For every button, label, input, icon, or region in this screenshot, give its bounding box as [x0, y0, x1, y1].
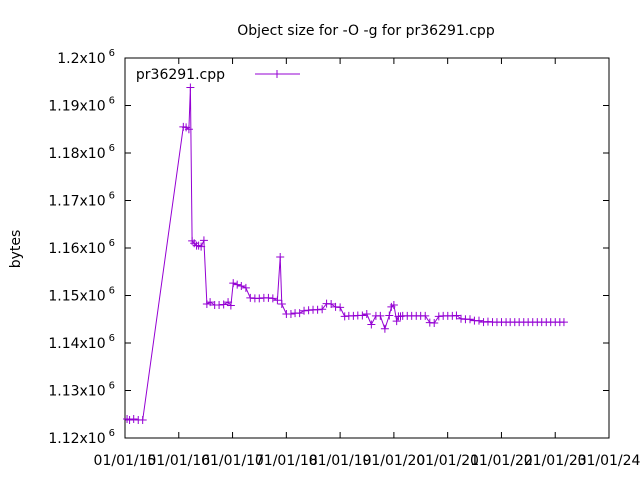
series-line — [126, 87, 564, 421]
y-tick-label: 1.14x10 6 — [48, 333, 115, 352]
y-tick-label: 1.18x10 6 — [48, 143, 115, 162]
y-tick-label: 1.15x10 6 — [48, 286, 115, 305]
data-point — [358, 311, 367, 320]
x-tick-label: 01/01/24 — [578, 453, 640, 469]
data-point — [276, 253, 285, 262]
data-point — [202, 300, 211, 309]
data-point — [392, 317, 401, 326]
data-point — [241, 283, 250, 292]
data-point — [367, 320, 376, 329]
data-point — [327, 300, 336, 309]
data-point — [129, 415, 138, 423]
x-tick-label: 01/01/20 — [362, 453, 425, 469]
x-tick-label: 01/01/18 — [255, 453, 318, 469]
data-point — [389, 301, 398, 309]
y-tick-label: 1.13x10 6 — [48, 381, 115, 400]
data-point — [295, 309, 304, 318]
legend-marker — [273, 70, 281, 78]
y-tick-label: 1.16x10 6 — [48, 238, 115, 257]
x-tick-label: 01/01/21 — [416, 453, 479, 469]
data-point — [186, 83, 195, 92]
legend-sample-line — [255, 70, 300, 78]
data-point — [125, 415, 134, 424]
x-tick-label: 01/01/19 — [309, 453, 372, 469]
data-point — [362, 310, 371, 319]
data-point — [206, 298, 215, 307]
legend-entry-label: pr36291.cpp — [136, 67, 225, 83]
data-point — [559, 318, 568, 327]
legend: pr36291.cpp — [136, 67, 300, 83]
data-point — [199, 236, 208, 245]
x-tick-label: 01/01/15 — [94, 453, 157, 469]
y-axis-label: bytes — [8, 230, 24, 269]
data-point — [277, 300, 286, 309]
plot-frame — [124, 57, 610, 439]
data-point — [197, 242, 206, 251]
data-point — [474, 316, 483, 325]
data-point — [421, 311, 430, 320]
y-tick-label: 1.19x10 6 — [48, 96, 115, 115]
data-point — [465, 315, 474, 324]
data-point — [452, 311, 461, 320]
series-layer — [123, 83, 568, 424]
x-tick-label: 01/01/22 — [470, 453, 533, 469]
y-tick-label: 1.2x10 6 — [57, 48, 115, 67]
data-point — [237, 282, 246, 290]
x-tick-label: 01/01/17 — [201, 453, 264, 469]
data-point — [336, 303, 345, 312]
x-axis-ticks: 01/01/1501/01/1601/01/1701/01/1801/01/19… — [94, 58, 640, 469]
data-point — [318, 305, 327, 314]
data-point — [376, 311, 385, 320]
y-tick-label: 1.17x10 6 — [48, 191, 115, 210]
x-tick-label: 01/01/16 — [147, 453, 210, 469]
data-point — [286, 310, 295, 319]
data-point — [219, 300, 228, 309]
x-tick-label: 01/01/23 — [524, 453, 587, 469]
y-axis-ticks: 1.12x10 6 1.13x10 6 1.14x10 6 1.15x10 6 1.16x10 6… — [48, 48, 609, 447]
data-point — [273, 296, 282, 305]
data-point — [380, 324, 389, 333]
data-point — [385, 311, 394, 320]
data-point — [184, 125, 193, 134]
chart-title: Object size for -O -g for pr36291.cpp — [237, 23, 495, 39]
data-point — [226, 301, 235, 310]
data-point — [229, 279, 238, 288]
y-tick-label: 1.12x10 6 — [48, 428, 115, 447]
data-point — [430, 319, 439, 328]
data-point — [138, 415, 147, 424]
data-point — [233, 280, 242, 289]
data-point — [268, 294, 277, 303]
